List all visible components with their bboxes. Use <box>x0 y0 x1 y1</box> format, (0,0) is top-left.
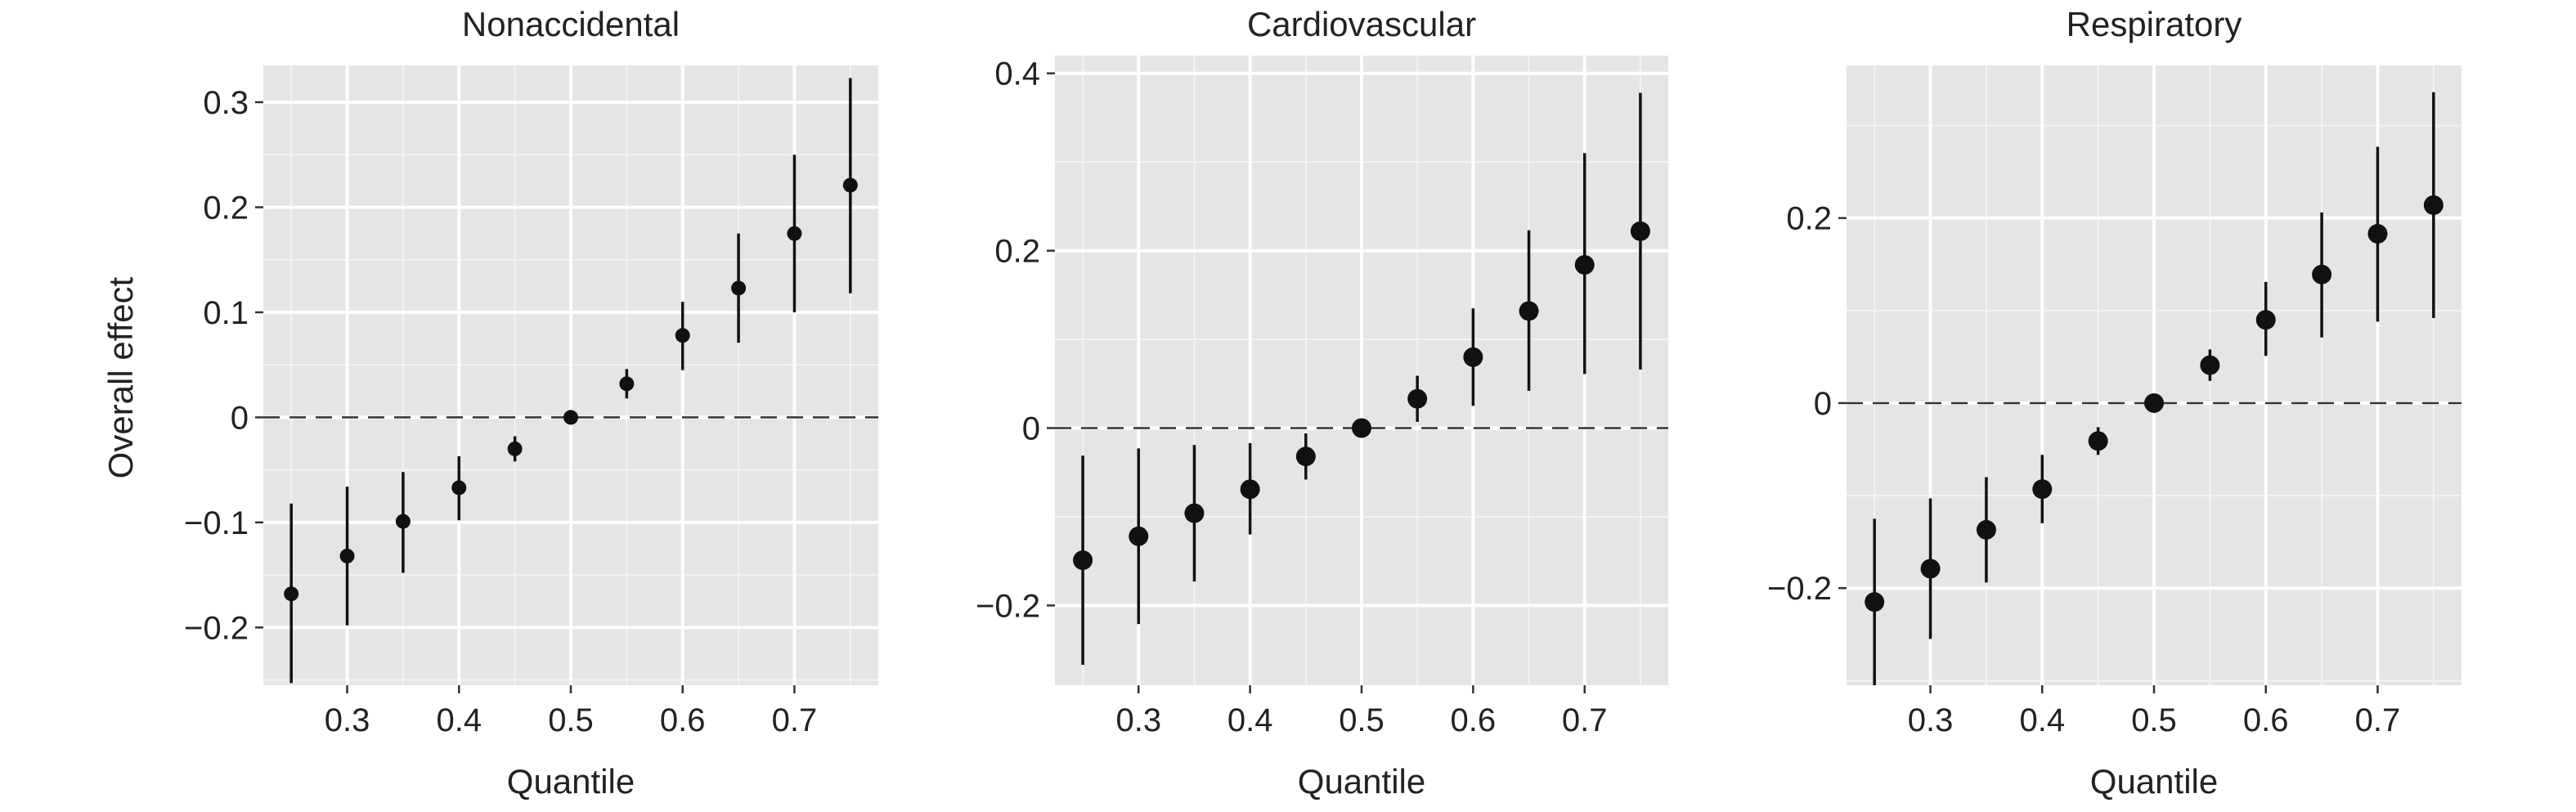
data-point <box>2255 310 2276 330</box>
data-point <box>1407 388 1428 409</box>
data-point <box>395 514 411 529</box>
data-point <box>1976 519 1996 540</box>
panel-title: Respiratory <box>2067 5 2242 43</box>
data-point <box>2312 264 2332 285</box>
y-tick-label: 0.3 <box>203 85 249 121</box>
x-axis-label: Quantile <box>1298 762 1425 801</box>
x-tick-label: 0.3 <box>325 702 370 738</box>
x-axis-label: Quantile <box>507 762 635 801</box>
data-point <box>2423 195 2444 215</box>
data-point <box>2200 355 2220 375</box>
y-tick-label: 0 <box>1814 386 1832 422</box>
data-point <box>1129 526 1149 546</box>
y-tick-label: 0 <box>231 400 249 436</box>
panel-title: Cardiovascular <box>1247 5 1476 43</box>
data-point <box>1463 347 1483 367</box>
data-point <box>731 280 747 296</box>
panel-2: 0.3 0.4 0.5 0.6 0.7 −0.2 0 0.2 Respiratory Quanti… <box>1767 5 2462 801</box>
data-point <box>1920 559 1941 579</box>
data-point <box>507 441 523 456</box>
data-point <box>619 376 635 392</box>
x-tick-label: 0.4 <box>1227 702 1273 738</box>
data-point <box>339 548 355 563</box>
data-point <box>1184 503 1205 523</box>
panel-0: 0.3 0.4 0.5 0.6 0.7 −0.2 −0.1 0 0.1 0.2 0.3 Nonacci… <box>184 5 878 801</box>
x-tick-label: 0.5 <box>548 702 594 738</box>
data-point <box>1352 418 1371 438</box>
data-point <box>1574 254 1595 275</box>
data-point <box>675 328 690 343</box>
x-tick-label: 0.3 <box>1115 702 1161 738</box>
figure-y-axis-label: Overall effect <box>101 276 140 478</box>
data-point <box>842 177 858 193</box>
x-tick-label: 0.6 <box>1451 702 1497 738</box>
y-tick-label: 0 <box>1022 410 1040 446</box>
y-tick-label: −0.2 <box>1767 571 1832 607</box>
y-tick-label: −0.2 <box>184 610 249 646</box>
data-point <box>2367 223 2388 244</box>
x-tick-label: 0.7 <box>2355 702 2401 738</box>
data-point <box>787 226 802 241</box>
y-tick-label: 0.2 <box>1786 201 1832 237</box>
panel-1: 0.3 0.4 0.5 0.6 0.7 −0.2 0 0.2 0.4 Cardiovascular… <box>976 5 1668 801</box>
y-tick-label: 0.1 <box>203 295 249 331</box>
data-point <box>2088 431 2108 451</box>
data-point <box>1630 221 1650 241</box>
x-tick-label: 0.4 <box>2019 702 2065 738</box>
y-tick-label: −0.1 <box>184 505 249 541</box>
data-point <box>1865 592 1885 612</box>
x-tick-label: 0.6 <box>2243 702 2289 738</box>
y-tick-label: 0.2 <box>203 190 249 226</box>
data-point <box>1295 446 1316 467</box>
data-point <box>2144 393 2164 413</box>
panel-title: Nonaccidental <box>462 5 680 43</box>
x-tick-label: 0.3 <box>1908 702 1954 738</box>
x-tick-label: 0.7 <box>772 702 818 738</box>
x-tick-label: 0.5 <box>2131 702 2177 738</box>
data-point <box>1240 479 1260 500</box>
data-point <box>451 480 467 496</box>
x-tick-label: 0.7 <box>1562 702 1608 738</box>
data-point <box>284 586 299 602</box>
y-tick-label: 0.4 <box>994 56 1040 92</box>
data-point <box>1519 301 1539 321</box>
y-tick-label: 0.2 <box>994 234 1040 270</box>
data-point <box>2032 479 2053 500</box>
data-point <box>563 410 578 425</box>
x-tick-label: 0.6 <box>660 702 706 738</box>
data-point <box>1073 550 1093 571</box>
x-axis-label: Quantile <box>2090 762 2218 801</box>
x-tick-label: 0.4 <box>436 702 482 738</box>
x-tick-label: 0.5 <box>1339 702 1384 738</box>
y-tick-label: −0.2 <box>976 588 1040 624</box>
